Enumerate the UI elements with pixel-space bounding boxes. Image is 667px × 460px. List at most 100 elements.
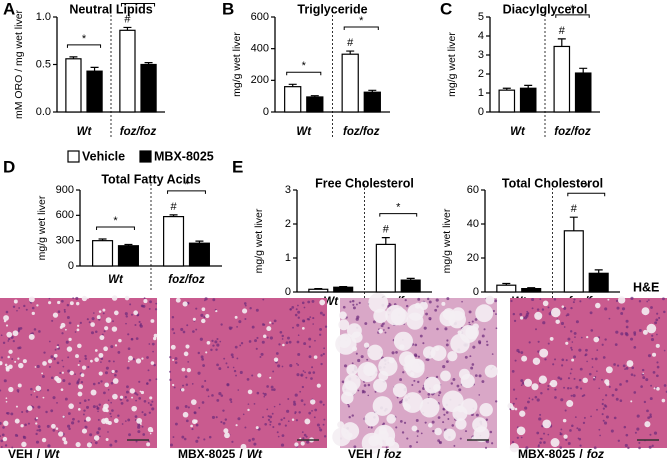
vacuole [185,344,190,349]
nucleus [112,320,114,323]
nucleus [180,327,184,331]
nucleus [48,340,51,343]
vacuole [604,379,610,385]
nucleus [212,344,215,347]
nucleus [175,406,180,410]
vacuole [595,302,601,309]
vacuole [104,326,109,331]
nucleus [319,400,323,404]
nucleus [588,372,592,376]
nucleus [446,297,450,301]
vacuole [361,432,383,454]
nucleus [68,382,71,386]
vacuole [35,422,38,425]
nucleus [645,378,649,382]
nucleus [491,353,494,355]
vacuole [7,355,10,359]
nucleus [593,446,597,450]
nucleus [539,441,542,444]
nucleus [107,431,109,433]
nucleus [272,370,275,373]
nucleus [303,306,306,309]
nucleus [560,428,563,431]
nucleus [281,365,284,368]
tissue [0,298,157,448]
nucleus [297,304,299,307]
nucleus [51,319,54,322]
nucleus [484,446,488,449]
nucleus [17,330,20,333]
nucleus [342,305,346,309]
vacuole [76,328,80,332]
nucleus [297,310,301,314]
nucleus [486,340,488,343]
vacuole [378,430,389,441]
vacuole [76,301,80,306]
x-tick-label: Wt [108,274,124,286]
nucleus [154,308,158,311]
vacuole [192,317,196,321]
nucleus [62,379,66,383]
vacuole [14,418,20,424]
nucleus [124,420,127,422]
nucleus [428,317,432,321]
nucleus [173,332,176,335]
nucleus [652,371,656,374]
nucleus [537,350,540,353]
nucleus [155,302,158,305]
nucleus [148,343,151,345]
nucleus [204,297,208,301]
nucleus [459,437,462,440]
nucleus [266,408,269,411]
error-bar [195,240,204,244]
nucleus [262,392,265,395]
vacuole [118,338,122,343]
nucleus [663,349,666,352]
nucleus [283,417,286,420]
nucleus [361,391,364,394]
nucleus [242,413,245,416]
vacuole [131,405,137,412]
vacuole [593,376,595,379]
vacuole [78,384,84,390]
nucleus [653,431,658,435]
nucleus [259,355,262,358]
vacuole [549,382,552,386]
nucleus [577,428,581,432]
bar [140,63,157,113]
nucleus [656,312,659,315]
nucleus [577,437,580,440]
vacuole [402,392,424,413]
nucleus [416,429,420,433]
vacuole [183,351,189,357]
nucleus [624,443,628,448]
bar [574,72,592,113]
nucleus [569,429,572,432]
nucleus [269,415,273,419]
nucleus [0,435,2,438]
genotype: foz [384,447,401,460]
vacuole [53,353,58,358]
nucleus [414,354,418,358]
nucleus [202,364,206,367]
nucleus [619,383,622,386]
x-tick-label: Wt [323,296,339,308]
nucleus [247,403,250,405]
nucleus [294,393,298,397]
nucleus [542,321,546,325]
nucleus [537,445,540,448]
nucleus [565,438,568,441]
nucleus [293,402,297,406]
vacuole [521,355,528,362]
vacuole [385,304,406,326]
nucleus [220,394,224,397]
nucleus [281,338,284,340]
nucleus [96,405,99,408]
nucleus [540,391,543,395]
histology-image [507,296,667,453]
nucleus [218,367,222,371]
nucleus [391,351,395,355]
vacuole [150,361,155,365]
nucleus [21,410,24,414]
